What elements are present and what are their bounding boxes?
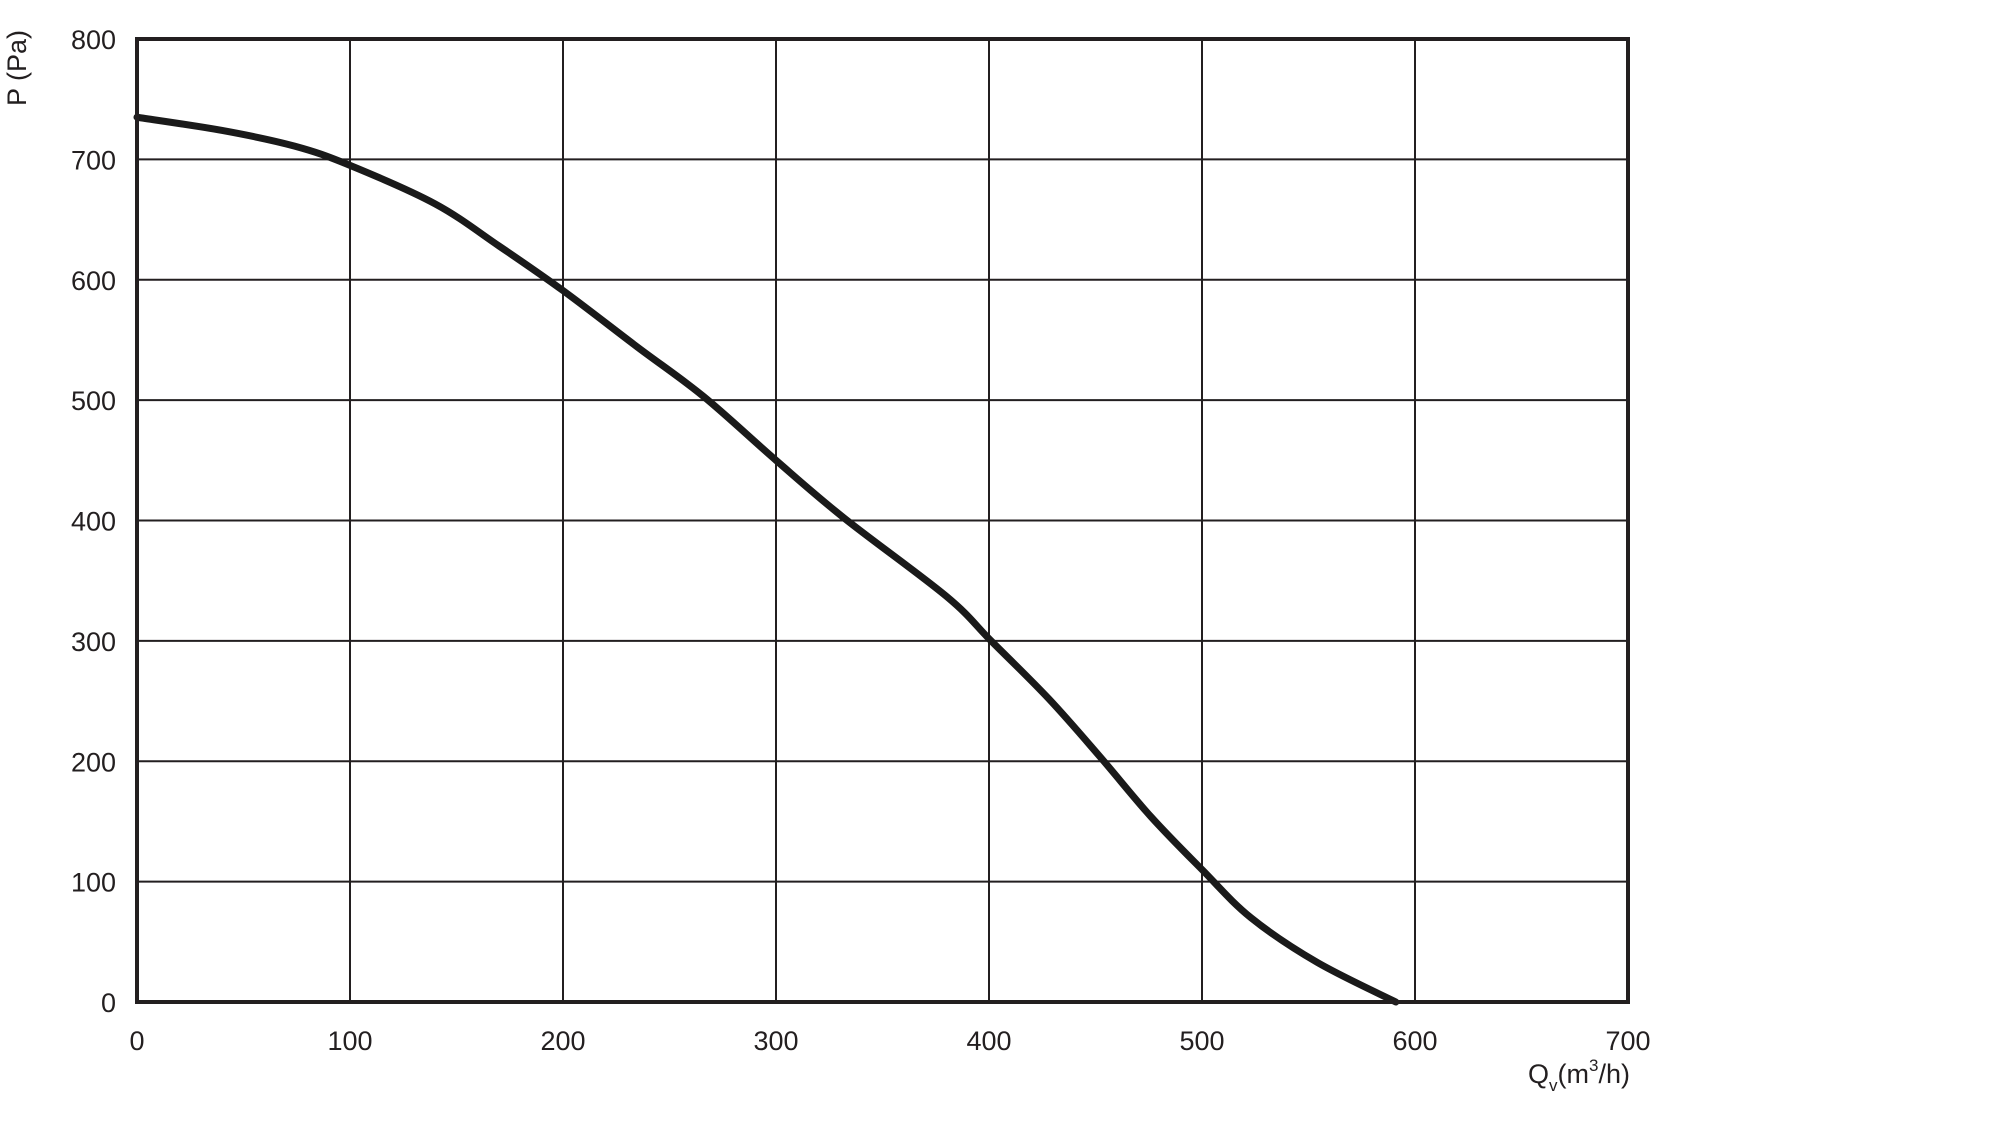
x-tick-label: 300 <box>753 1026 798 1056</box>
x-tick-label: 600 <box>1392 1026 1437 1056</box>
x-axis-label: Qv(m3/h) <box>1528 1056 1630 1095</box>
x-tick-label: 700 <box>1605 1026 1650 1056</box>
x-axis-label-unit: (m <box>1558 1059 1589 1089</box>
x-axis-label-q: Q <box>1528 1059 1549 1089</box>
y-axis-label: P (Pa) <box>2 30 32 106</box>
x-axis-label-subscript: v <box>1549 1076 1558 1095</box>
y-tick-label: 800 <box>71 25 116 55</box>
x-tick-label: 0 <box>129 1026 144 1056</box>
y-tick-label: 200 <box>71 747 116 777</box>
x-axis-label-unit-end: /h) <box>1598 1059 1630 1089</box>
plot-frame <box>135 37 1630 1004</box>
y-tick-label: 500 <box>71 386 116 416</box>
y-tick-label: 0 <box>101 988 116 1018</box>
y-tick-label: 700 <box>71 145 116 175</box>
y-tick-label: 300 <box>71 627 116 657</box>
series-line <box>133 113 1400 1006</box>
x-tick-label: 500 <box>1179 1026 1224 1056</box>
grid <box>136 38 1629 1003</box>
y-tick-label: 600 <box>71 266 116 296</box>
x-tick-label: 200 <box>540 1026 585 1056</box>
x-tick-label: 100 <box>327 1026 372 1056</box>
x-tick-label: 400 <box>966 1026 1011 1056</box>
y-tick-label: 100 <box>71 868 116 898</box>
tick-labels: 0 100 200 300 400 500 600 700 0 100 200 300 400 500 60… <box>71 25 1651 1056</box>
y-tick-label: 400 <box>71 507 116 537</box>
x-axis-label-superscript: 3 <box>1589 1056 1598 1075</box>
